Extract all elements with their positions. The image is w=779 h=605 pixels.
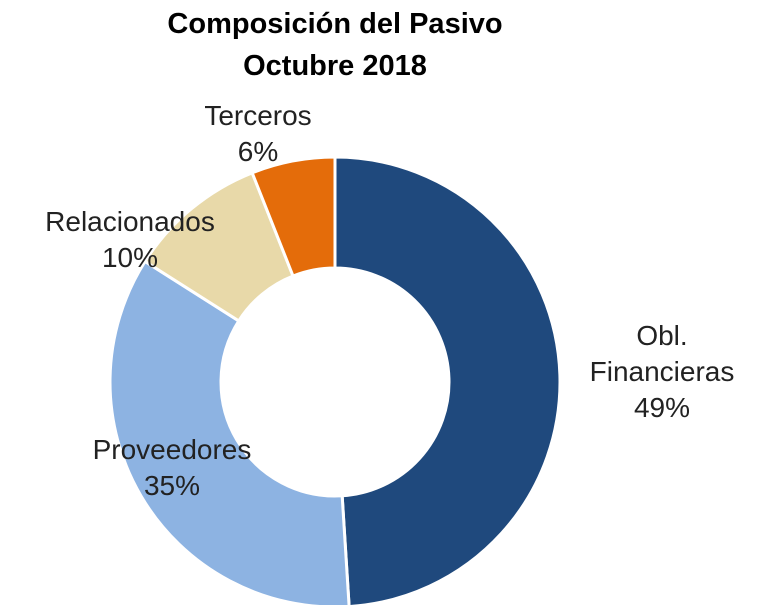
chart-title: Composición del Pasivo	[167, 8, 503, 40]
value-label: 35%	[143, 470, 201, 501]
data-label: Terceros 6%	[178, 98, 338, 170]
chart-title: Octubre 2018	[243, 50, 427, 82]
data-label: Relacionados 10%	[20, 204, 240, 276]
category-label: Obl. Financieras	[589, 320, 735, 387]
data-label: Proveedores 35%	[62, 432, 282, 504]
donut-slice	[250, 155, 337, 278]
donut-slice	[108, 259, 351, 605]
value-label: 6%	[237, 136, 279, 167]
value-label: 49%	[633, 392, 691, 423]
category-label: Terceros	[204, 100, 312, 131]
value-label: 10%	[101, 242, 159, 273]
data-label: Obl. Financieras 49%	[582, 318, 742, 426]
category-label: Relacionados	[45, 206, 215, 237]
donut-slice	[333, 155, 562, 605]
category-label: Proveedores	[92, 434, 252, 465]
